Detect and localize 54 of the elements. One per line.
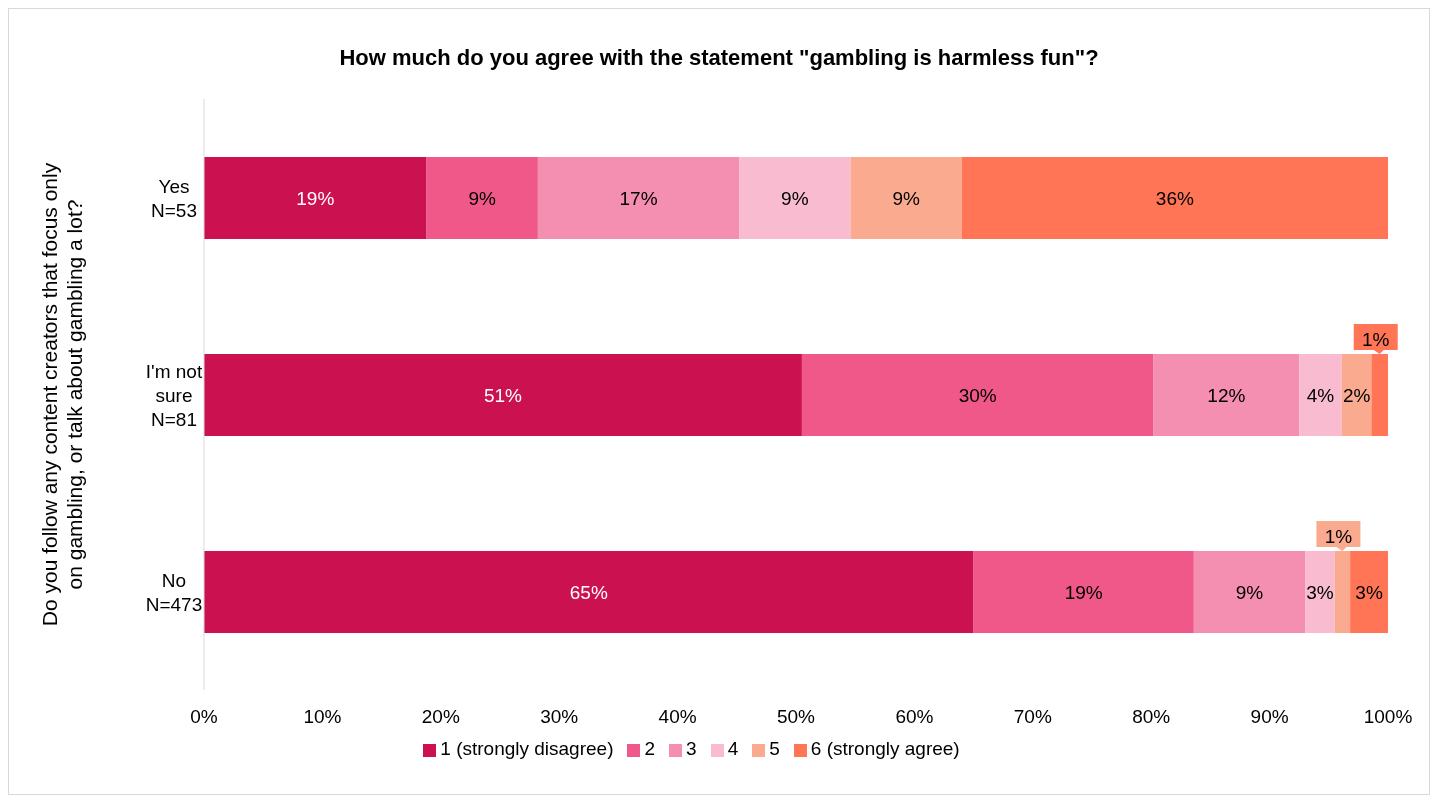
data-label: 30% (958, 384, 997, 406)
data-label: 9% (468, 187, 497, 209)
x-tick-label: 30% (540, 706, 579, 728)
x-tick-label: 80% (1132, 706, 1171, 728)
legend-label: 5 (769, 738, 780, 759)
data-label: 36% (1155, 187, 1194, 209)
y-tick-label: I'm not sure N=81 (145, 360, 203, 429)
legend-label: 3 (686, 738, 697, 759)
bar (961, 157, 1388, 239)
bar (1299, 354, 1342, 436)
x-tick-label: 60% (895, 706, 934, 728)
data-label: 9% (781, 187, 809, 209)
legend-label: 2 (644, 738, 656, 759)
bar (204, 354, 802, 436)
x-tick-label: 20% (421, 706, 460, 728)
data-label: 2% (1342, 384, 1371, 406)
data-label: 9% (1235, 581, 1264, 603)
bar (537, 157, 740, 239)
data-label: 3% (1355, 581, 1383, 603)
x-tick-label: 50% (776, 706, 816, 728)
bar (426, 157, 538, 239)
data-label: 1% (1361, 328, 1390, 350)
bar (1153, 354, 1300, 436)
x-tick-label: 40% (658, 706, 697, 728)
data-label: 19% (1064, 581, 1103, 603)
x-tick-label: 10% (303, 706, 342, 728)
data-label: 65% (569, 581, 608, 603)
data-label: 4% (1306, 384, 1335, 406)
data-label: 3% (1306, 581, 1334, 603)
x-tick-label: 0% (190, 706, 218, 728)
legend-label: 4 (727, 738, 739, 759)
data-label: 17% (619, 187, 658, 209)
bar (1193, 551, 1306, 633)
data-label: 12% (1207, 384, 1246, 406)
chart-title: How much do you agree with the statement "gambling is harmless fun"? (338, 45, 1100, 71)
data-label: 1% (1324, 525, 1353, 547)
bar (204, 551, 974, 633)
data-label: 51% (483, 384, 523, 406)
x-tick-label: 90% (1250, 706, 1289, 728)
bar (1350, 551, 1388, 633)
x-tick-label: 100% (1363, 706, 1413, 728)
bar (850, 157, 962, 239)
bar (801, 354, 1154, 436)
legend-label: 6 (strongly agree) (810, 738, 960, 759)
y-tick-label: No N=473 (145, 569, 203, 614)
bar (204, 157, 427, 239)
data-label: 9% (892, 187, 920, 209)
y-tick-label: Yes N=53 (151, 175, 197, 220)
legend-label: 1 (strongly disagree) (440, 738, 614, 759)
x-tick-label: 70% (1013, 706, 1052, 728)
y-axis-title: Do you follow any content creators that focus only on gambling, or talk about gambling a lot? (38, 162, 86, 627)
bar (739, 157, 851, 239)
bar (973, 551, 1194, 633)
data-label: 19% (296, 187, 335, 209)
